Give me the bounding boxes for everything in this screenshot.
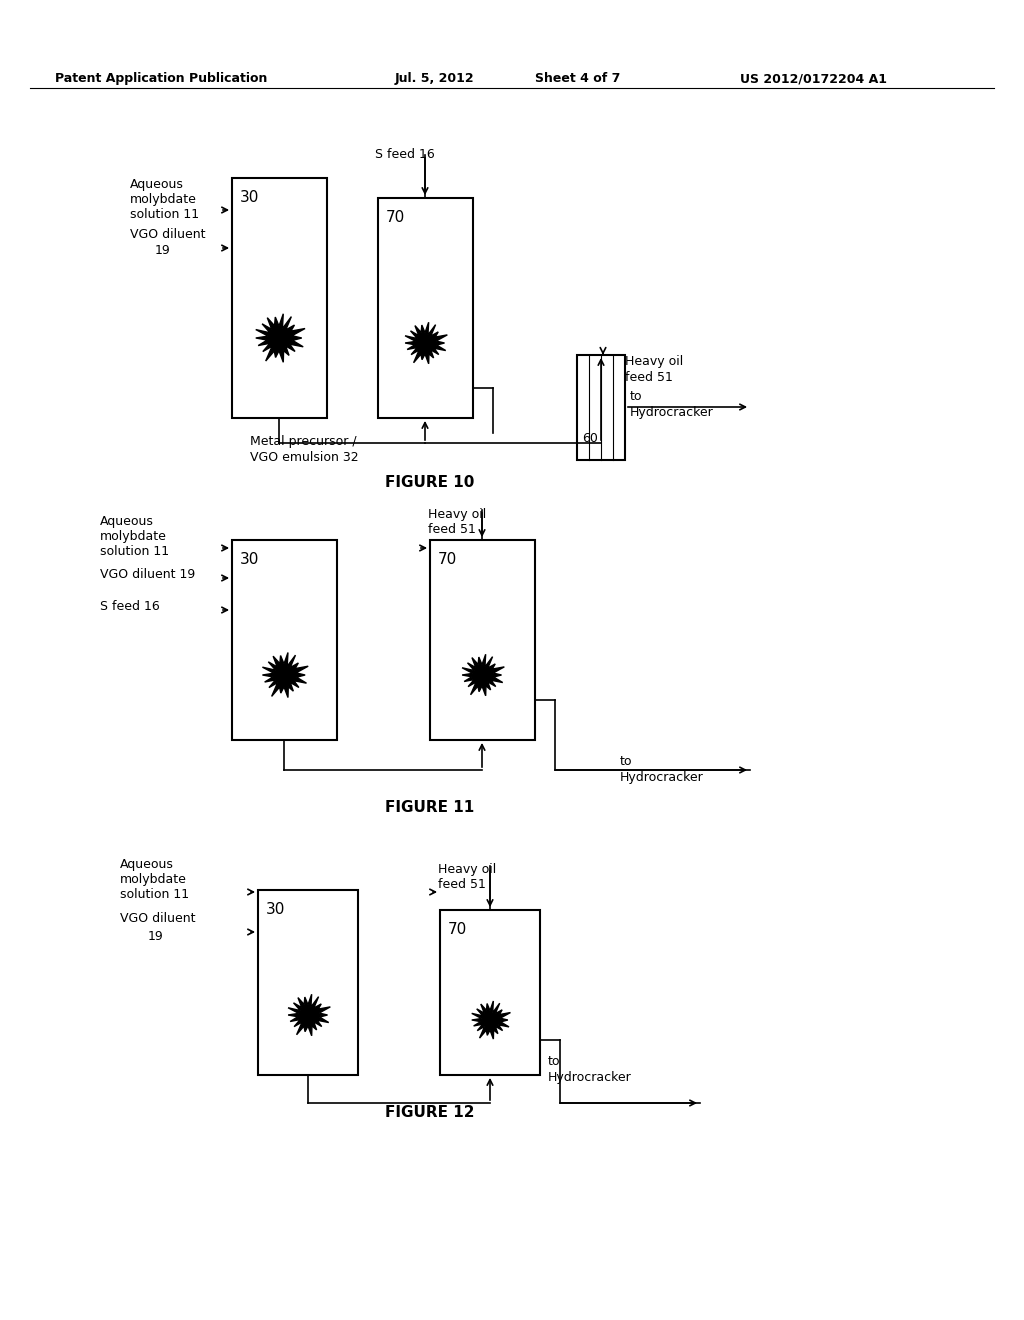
Text: molybdate: molybdate xyxy=(100,531,167,543)
Polygon shape xyxy=(472,1001,510,1039)
Text: 70: 70 xyxy=(438,552,458,568)
Text: molybdate: molybdate xyxy=(130,193,197,206)
Text: S feed 16: S feed 16 xyxy=(375,148,435,161)
Text: Aqueous: Aqueous xyxy=(100,515,154,528)
Text: Aqueous: Aqueous xyxy=(130,178,184,191)
Text: Hydrocracker: Hydrocracker xyxy=(548,1071,632,1084)
Text: S feed 16: S feed 16 xyxy=(100,601,160,612)
Text: 60: 60 xyxy=(582,432,598,445)
Text: FIGURE 12: FIGURE 12 xyxy=(385,1105,475,1119)
Text: Aqueous: Aqueous xyxy=(120,858,174,871)
Bar xyxy=(430,540,535,741)
Bar xyxy=(232,540,337,741)
Bar xyxy=(232,178,327,418)
Text: Heavy oil: Heavy oil xyxy=(438,863,497,876)
Text: to: to xyxy=(620,755,633,768)
Text: 70: 70 xyxy=(386,210,406,224)
Polygon shape xyxy=(288,994,331,1036)
Text: to: to xyxy=(548,1055,560,1068)
Text: 19: 19 xyxy=(155,244,171,257)
Text: solution 11: solution 11 xyxy=(100,545,169,558)
Text: Jul. 5, 2012: Jul. 5, 2012 xyxy=(395,73,475,84)
Text: Heavy oil: Heavy oil xyxy=(428,508,486,521)
Text: Hydrocracker: Hydrocracker xyxy=(620,771,703,784)
Text: 30: 30 xyxy=(240,190,259,205)
Polygon shape xyxy=(406,322,447,364)
Text: feed 51: feed 51 xyxy=(438,878,485,891)
Bar xyxy=(258,890,358,1074)
Text: feed 51: feed 51 xyxy=(625,371,673,384)
Text: Hydrocracker: Hydrocracker xyxy=(630,407,714,418)
Polygon shape xyxy=(462,655,505,696)
Bar xyxy=(440,909,540,1074)
Text: VGO diluent 19: VGO diluent 19 xyxy=(100,568,196,581)
Bar xyxy=(378,198,473,418)
Text: 19: 19 xyxy=(148,931,164,942)
Text: VGO diluent: VGO diluent xyxy=(120,912,196,925)
Bar xyxy=(577,355,625,459)
Text: feed 51: feed 51 xyxy=(428,523,476,536)
Text: 30: 30 xyxy=(266,902,286,917)
Text: FIGURE 11: FIGURE 11 xyxy=(385,800,475,814)
Polygon shape xyxy=(256,314,305,362)
Polygon shape xyxy=(262,652,308,697)
Text: Metal precursor /: Metal precursor / xyxy=(250,436,356,447)
Text: Sheet 4 of 7: Sheet 4 of 7 xyxy=(535,73,621,84)
Text: VGO emulsion 32: VGO emulsion 32 xyxy=(250,451,358,465)
Text: 70: 70 xyxy=(449,921,467,937)
Text: Heavy oil: Heavy oil xyxy=(625,355,683,368)
Text: Patent Application Publication: Patent Application Publication xyxy=(55,73,267,84)
Text: to: to xyxy=(630,389,642,403)
Text: US 2012/0172204 A1: US 2012/0172204 A1 xyxy=(740,73,887,84)
Text: 30: 30 xyxy=(240,552,259,568)
Text: FIGURE 10: FIGURE 10 xyxy=(385,475,475,490)
Text: VGO diluent: VGO diluent xyxy=(130,228,206,242)
Text: molybdate: molybdate xyxy=(120,873,186,886)
Text: solution 11: solution 11 xyxy=(130,209,199,220)
Text: solution 11: solution 11 xyxy=(120,888,189,902)
